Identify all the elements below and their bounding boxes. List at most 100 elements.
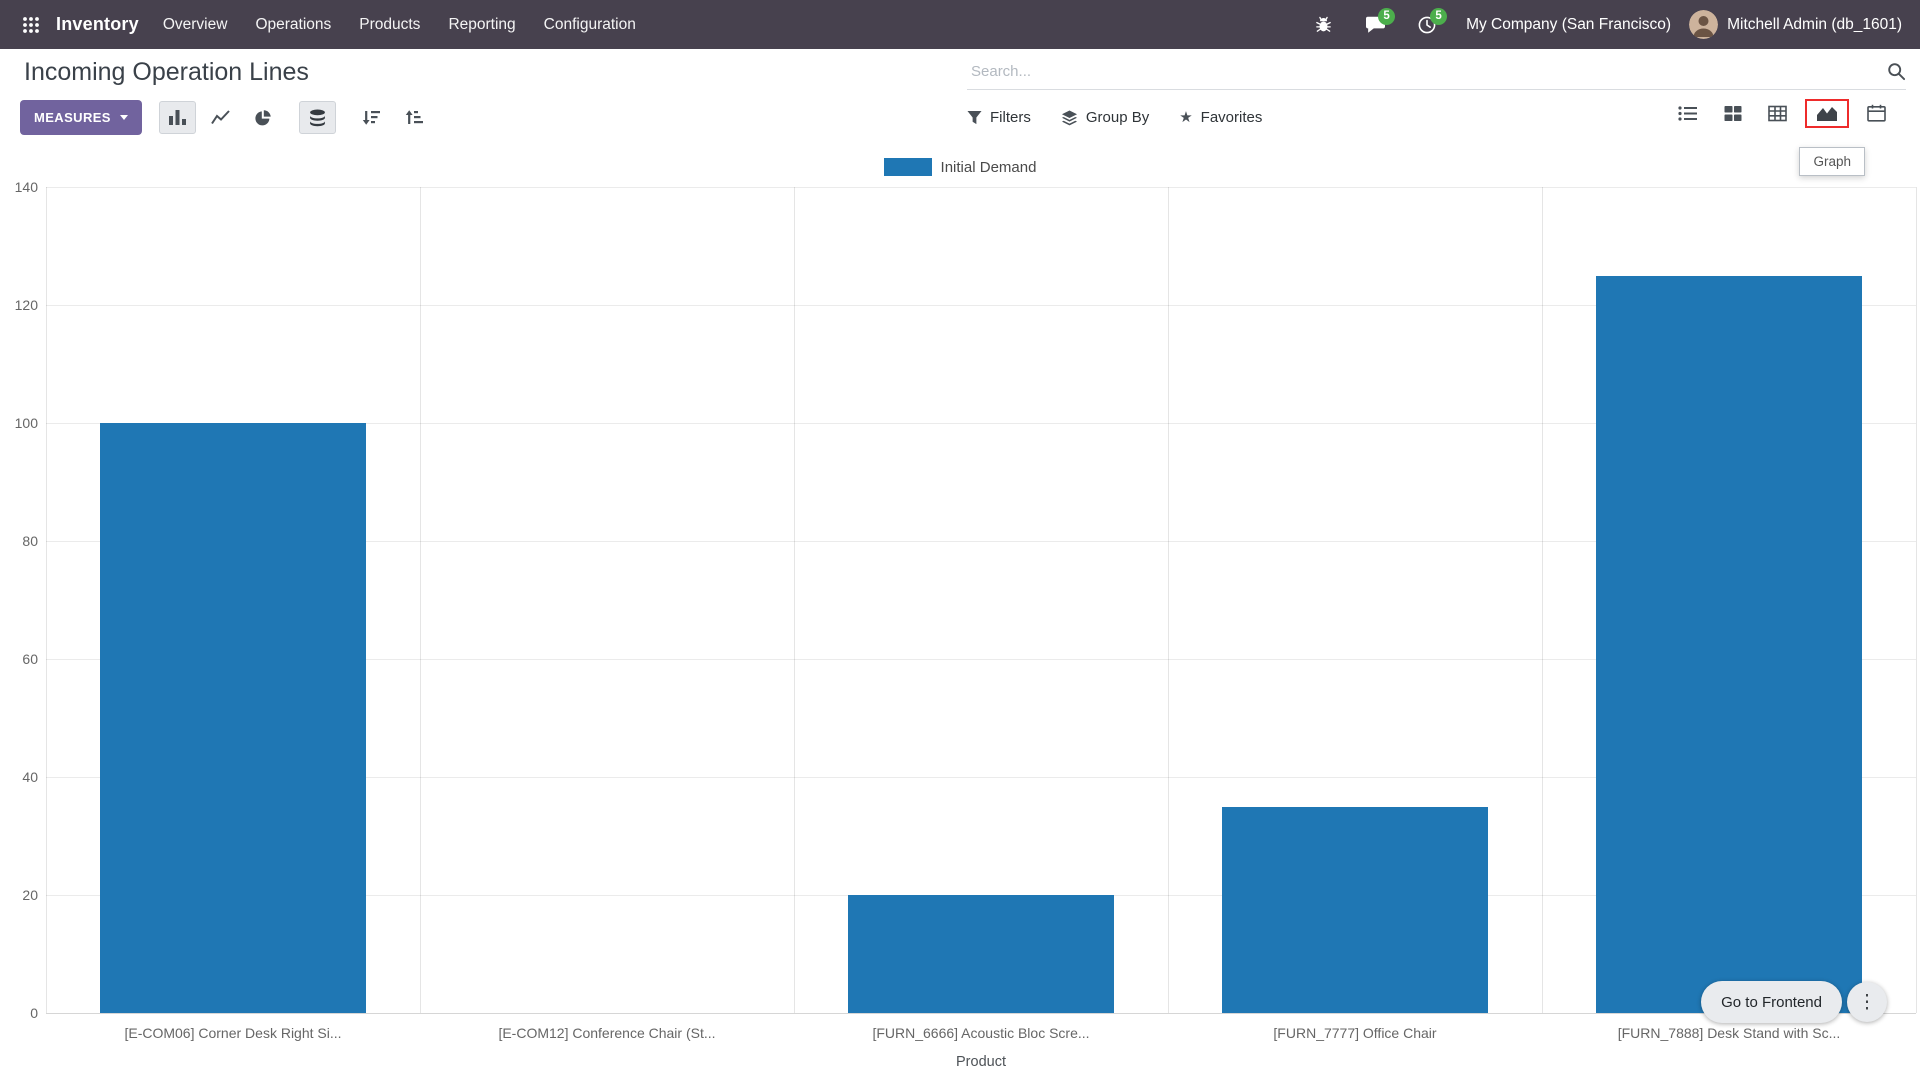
x-tick-label-3: [FURN_7777] Office Chair: [1273, 1025, 1437, 1041]
x-tick-label-1: [E-COM12] Conference Chair (St...: [498, 1025, 716, 1041]
pie-chart-icon: [255, 109, 272, 125]
menu-configuration[interactable]: Configuration: [543, 16, 636, 33]
clock-icon: [1418, 16, 1436, 33]
user-name: Mitchell Admin (db_1601): [1727, 15, 1902, 33]
user-avatar-icon: [1689, 10, 1719, 39]
activities-button[interactable]: 5: [1406, 6, 1448, 44]
bar-2[interactable]: [848, 895, 1114, 1013]
frontend-widget: Go to Frontend ⋮: [1701, 981, 1887, 1023]
messages-button[interactable]: 5: [1354, 6, 1396, 44]
nav-right-systray: 5 5 My Company (San Francisco) Mitchell …: [1302, 6, 1906, 44]
kanban-view-icon: [1724, 105, 1742, 121]
view-switcher: [1670, 98, 1894, 128]
caret-down-icon: [119, 115, 128, 120]
x-tick-label-0: [E-COM06] Corner Desk Right Si...: [124, 1025, 342, 1041]
line-chart-icon: [211, 110, 230, 125]
h-gridline-60: [46, 659, 1916, 660]
list-view-button[interactable]: [1670, 99, 1706, 128]
stacked-database-icon: [309, 109, 325, 126]
v-gridline-5: [1916, 187, 1917, 1013]
h-gridline-140: [46, 187, 1916, 188]
star-icon: ★: [1179, 109, 1193, 126]
sort-asc-icon: [405, 110, 423, 124]
y-axis: 0 20 40 60 80 100 120 140: [0, 179, 38, 1021]
bar-chart-mode-button[interactable]: [158, 101, 196, 134]
favorites-button[interactable]: ★ Favorites: [1179, 109, 1262, 126]
search-box: [967, 54, 1906, 90]
h-gridline-0: [46, 1013, 1916, 1014]
pivot-view-icon: [1768, 105, 1787, 121]
calendar-view-icon: [1867, 104, 1886, 122]
stacked-toggle-button[interactable]: [298, 101, 336, 134]
line-chart-mode-button[interactable]: [202, 101, 239, 134]
go-to-frontend-button[interactable]: Go to Frontend: [1701, 981, 1842, 1023]
plot-area: [46, 187, 1917, 1014]
x-axis: [E-COM06] Corner Desk Right Si... [E-COM1…: [46, 1025, 1916, 1043]
filters-label: Filters: [990, 109, 1031, 126]
y-tick-label-20: 20: [22, 887, 38, 903]
search-icon: [1888, 63, 1906, 81]
x-tick-label-4: [FURN_7888] Desk Stand with Sc...: [1617, 1025, 1841, 1041]
favorites-label: Favorites: [1200, 109, 1263, 126]
user-menu[interactable]: Mitchell Admin (db_1601): [1689, 10, 1906, 39]
sort-ascending-button[interactable]: [396, 101, 433, 134]
graph-toolbar: MEASURES: [20, 100, 433, 135]
search-button[interactable]: [1876, 62, 1906, 81]
filter-funnel-icon: [967, 110, 982, 125]
h-gridline-40: [46, 777, 1916, 778]
activities-badge: 5: [1430, 7, 1448, 25]
v-gridline-4: [1542, 187, 1543, 1013]
bug-icon: [1315, 16, 1331, 32]
graph-tooltip: Graph: [1799, 147, 1865, 176]
measures-label: MEASURES: [34, 110, 111, 125]
apps-menu-button[interactable]: [14, 8, 48, 42]
page-title: Incoming Operation Lines: [24, 58, 309, 86]
y-tick-label-60: 60: [22, 651, 38, 667]
group-by-button[interactable]: Group By: [1061, 109, 1149, 126]
y-tick-label-80: 80: [22, 533, 38, 549]
y-tick-label-0: 0: [30, 1005, 38, 1021]
y-tick-label-100: 100: [14, 415, 38, 431]
app-name[interactable]: Inventory: [56, 14, 139, 34]
menu-overview[interactable]: Overview: [162, 16, 228, 33]
bar-3[interactable]: [1222, 806, 1488, 1013]
top-navbar: Inventory Overview Operations Products R…: [0, 0, 1920, 49]
y-tick-label-120: 120: [14, 297, 38, 313]
bar-0[interactable]: [100, 423, 366, 1013]
menu-reporting[interactable]: Reporting: [448, 16, 516, 33]
filters-button[interactable]: Filters: [967, 109, 1031, 126]
search-options: Filters Group By ★ Favorites: [967, 100, 1262, 135]
menu-operations[interactable]: Operations: [255, 16, 332, 33]
pie-chart-mode-button[interactable]: [245, 101, 282, 134]
list-view-icon: [1678, 105, 1697, 121]
kebab-icon: ⋮: [1857, 991, 1877, 1013]
v-gridline-1: [420, 187, 421, 1013]
h-gridline-120: [46, 305, 1916, 306]
graph-view-button[interactable]: [1805, 98, 1849, 128]
kebab-menu-button[interactable]: ⋮: [1847, 982, 1887, 1022]
search-input[interactable]: [967, 63, 1876, 80]
legend-swatch: [883, 158, 932, 176]
menu-products[interactable]: Products: [359, 16, 421, 33]
y-tick-label-140: 140: [14, 179, 38, 195]
measures-button[interactable]: MEASURES: [20, 100, 142, 135]
bar-4[interactable]: [1596, 275, 1862, 1013]
x-tick-label-2: [FURN_6666] Acoustic Bloc Scre...: [872, 1025, 1090, 1041]
company-switcher[interactable]: My Company (San Francisco): [1458, 16, 1679, 34]
h-gridline-100: [46, 423, 1916, 424]
h-gridline-80: [46, 541, 1916, 542]
sort-descending-button[interactable]: [353, 101, 390, 134]
v-gridline-0: [46, 187, 47, 1013]
messages-badge: 5: [1378, 7, 1396, 25]
debug-bug-button[interactable]: [1302, 6, 1344, 44]
calendar-view-button[interactable]: [1859, 98, 1894, 128]
chart-legend[interactable]: Initial Demand: [0, 158, 1920, 176]
avatar: [1689, 10, 1719, 39]
kanban-view-button[interactable]: [1716, 99, 1750, 128]
pivot-view-button[interactable]: [1760, 99, 1795, 128]
apps-grid-icon: [23, 16, 39, 33]
x-axis-title: Product: [956, 1054, 1006, 1070]
bar-chart-icon: [168, 110, 186, 125]
v-gridline-2: [794, 187, 795, 1013]
v-gridline-3: [1168, 187, 1169, 1013]
